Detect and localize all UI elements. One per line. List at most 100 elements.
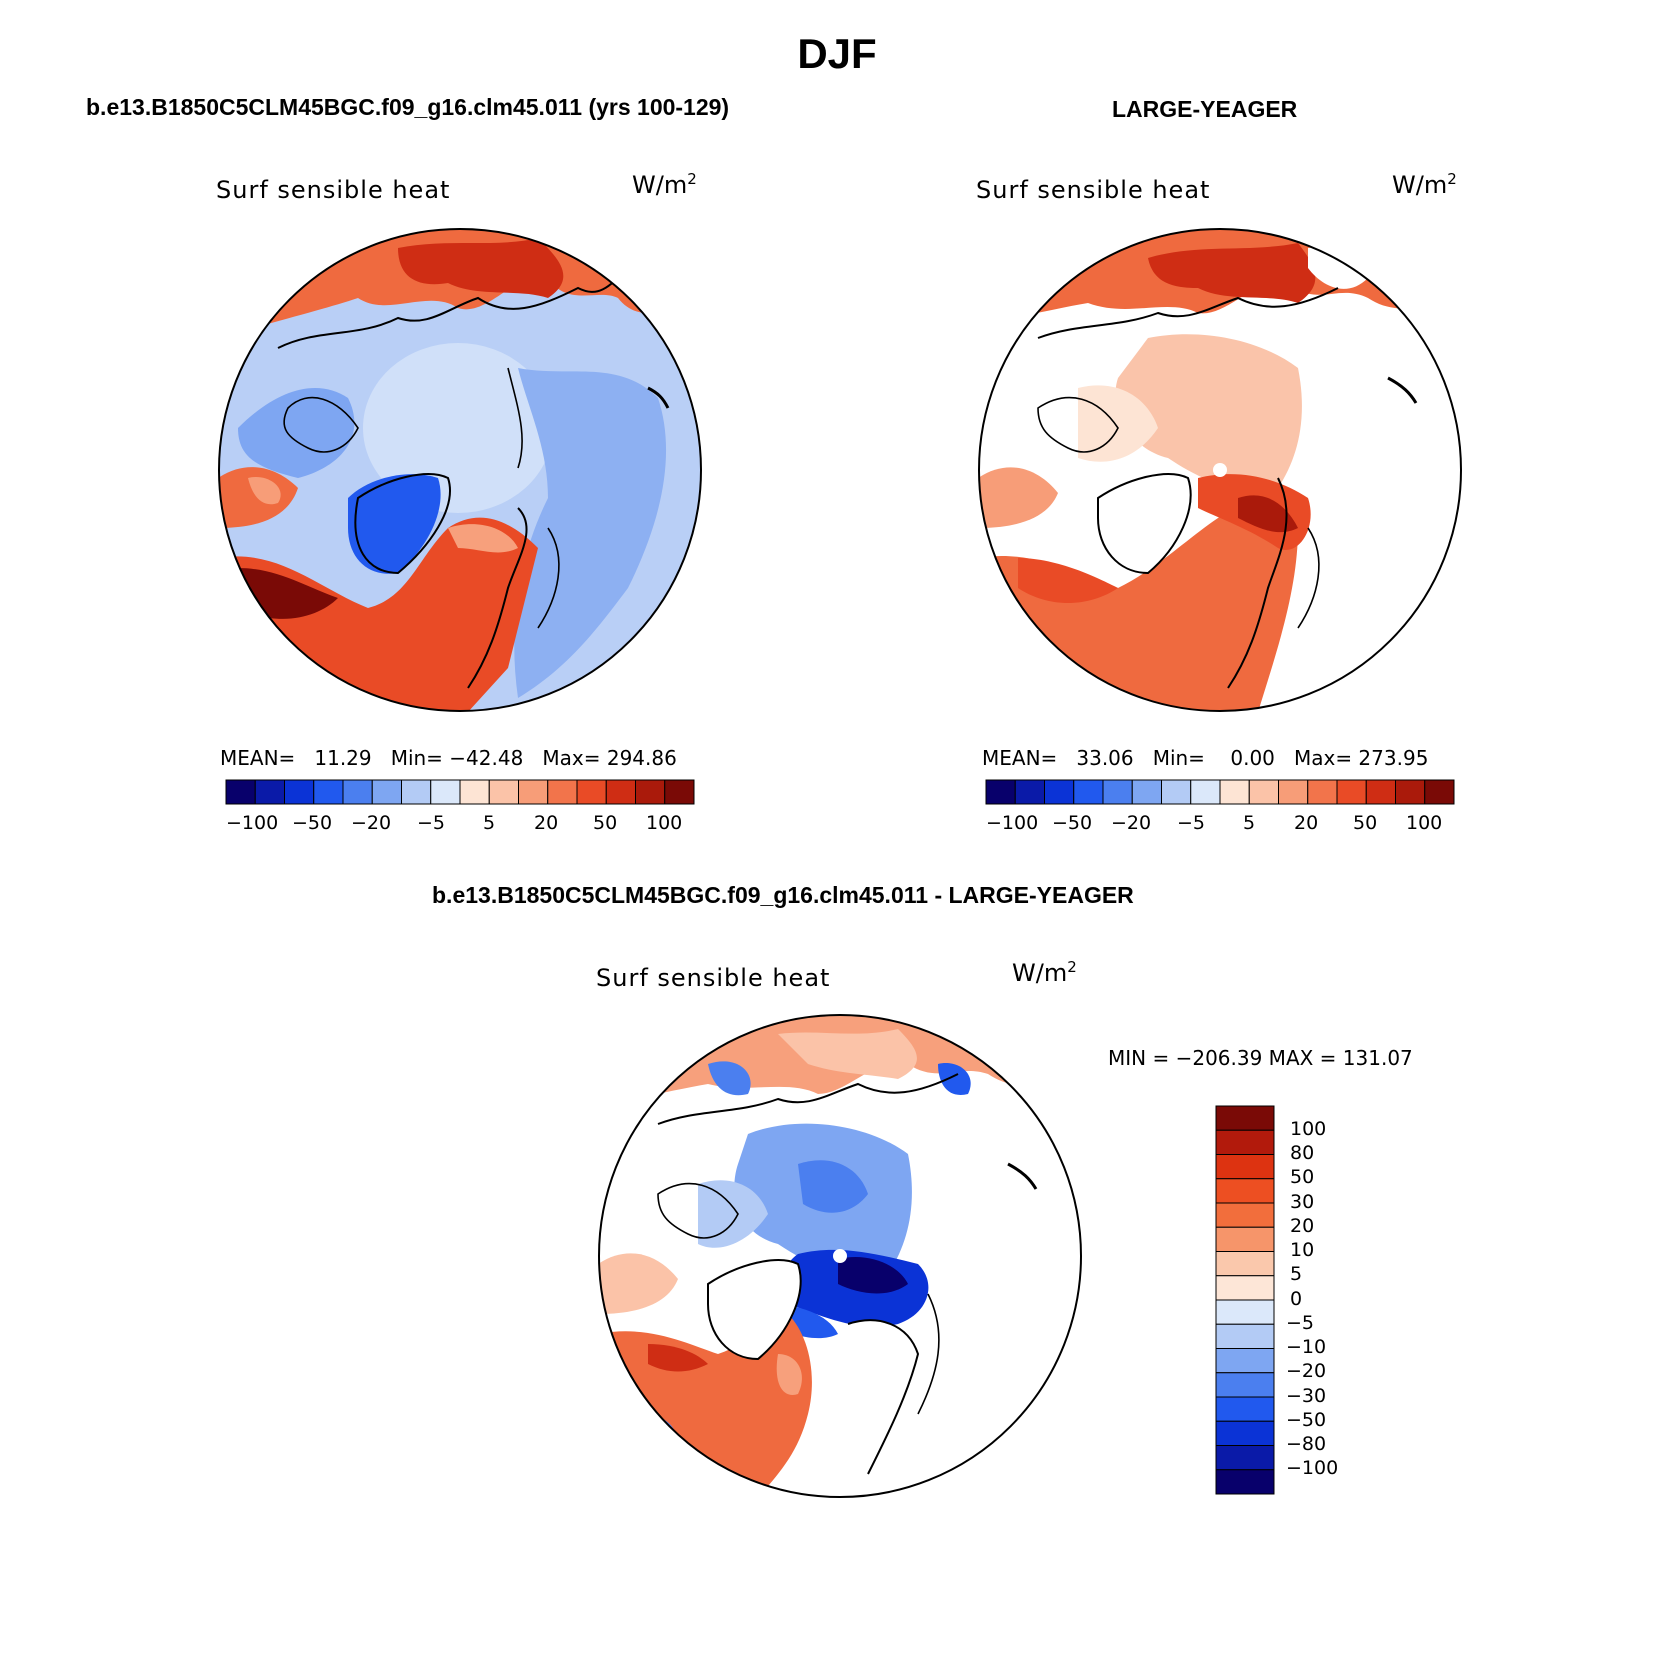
colorbar-swatch xyxy=(1215,1420,1275,1446)
panel-3-case-title: b.e13.B1850C5CLM45BGC.f09_g16.clm45.011 … xyxy=(432,882,1134,908)
colorbar-swatch xyxy=(635,779,666,805)
cb2-label: −20 xyxy=(1111,812,1152,834)
cb3-label: −10 xyxy=(1286,1336,1327,1358)
colorbar-swatch xyxy=(1215,1226,1275,1252)
colorbar-swatch xyxy=(1215,1469,1275,1495)
panel-3-polar-map xyxy=(598,1014,1082,1498)
panel-1-stats: MEAN= 11.29 Min= −42.48 Max= 294.86 xyxy=(220,746,677,770)
colorbar-swatch xyxy=(225,779,256,805)
panel-1-polar-map xyxy=(218,228,702,712)
cb3-label: 80 xyxy=(1290,1142,1315,1164)
panel-3-variable-label: Surf sensible heat xyxy=(596,964,831,992)
cb1-label: −20 xyxy=(351,812,392,834)
colorbar-swatch xyxy=(1215,1299,1275,1325)
colorbar-swatch xyxy=(371,779,402,805)
cb3-label: 5 xyxy=(1290,1263,1303,1285)
colorbar-swatch xyxy=(1044,779,1075,805)
panel-3-colorbar xyxy=(1215,1105,1275,1495)
colorbar-swatch xyxy=(1278,779,1309,805)
colorbar-swatch xyxy=(1215,1178,1275,1204)
cb3-label: −100 xyxy=(1286,1457,1339,1479)
panel-3-units: W/m2 xyxy=(1012,958,1077,987)
colorbar-swatch xyxy=(1215,1251,1275,1277)
colorbar-swatch xyxy=(1307,779,1338,805)
cb2-label: −50 xyxy=(1052,812,1093,834)
cb1-label: 5 xyxy=(483,812,496,834)
cb1-label: −50 xyxy=(292,812,333,834)
panel-2-colorbar-labels: −100 −50 −20 −5 5 20 50 100 xyxy=(986,812,1454,836)
colorbar-swatch xyxy=(1215,1105,1275,1131)
cb2-label: 5 xyxy=(1243,812,1256,834)
colorbar-swatch xyxy=(1215,1323,1275,1349)
colorbar-swatch xyxy=(1215,1275,1275,1301)
colorbar-swatch xyxy=(430,779,461,805)
cb3-label: −50 xyxy=(1286,1409,1327,1431)
cb1-label: 50 xyxy=(593,812,618,834)
cb3-label: −5 xyxy=(1286,1312,1315,1334)
colorbar-swatch xyxy=(518,779,549,805)
cb3-label: 50 xyxy=(1290,1166,1315,1188)
colorbar-swatch xyxy=(1365,779,1396,805)
colorbar-swatch xyxy=(605,779,636,805)
cb2-label: 50 xyxy=(1353,812,1378,834)
panel-2-case-title: LARGE-YEAGER xyxy=(1112,96,1298,122)
colorbar-swatch xyxy=(1131,779,1162,805)
colorbar-swatch xyxy=(284,779,315,805)
panel-1-case-title: b.e13.B1850C5CLM45BGC.f09_g16.clm45.011 … xyxy=(86,94,730,120)
cb1-label: −5 xyxy=(417,812,446,834)
colorbar-swatch xyxy=(1014,779,1045,805)
colorbar-swatch xyxy=(1215,1129,1275,1155)
figure-title: DJF xyxy=(797,30,877,77)
cb3-label: 0 xyxy=(1290,1288,1303,1310)
colorbar-swatch xyxy=(1424,779,1455,805)
cb3-label: −80 xyxy=(1286,1433,1327,1455)
cb2-label: −100 xyxy=(986,812,1039,834)
panel-2-stats: MEAN= 33.06 Min= 0.00 Max= 273.95 xyxy=(982,746,1429,770)
colorbar-swatch xyxy=(459,779,490,805)
colorbar-swatch xyxy=(1395,779,1426,805)
cb1-label: −100 xyxy=(226,812,279,834)
colorbar-swatch xyxy=(1219,779,1250,805)
cb2-label: −5 xyxy=(1177,812,1206,834)
colorbar-swatch xyxy=(664,779,695,805)
colorbar-swatch xyxy=(254,779,285,805)
panel-1-variable-label: Surf sensible heat xyxy=(216,176,451,204)
colorbar-swatch xyxy=(401,779,432,805)
cb3-label: 20 xyxy=(1290,1215,1315,1237)
panel-3-stats: MIN = −206.39 MAX = 131.07 xyxy=(1108,1046,1413,1070)
cb3-label: 10 xyxy=(1290,1239,1315,1261)
colorbar-swatch xyxy=(1215,1348,1275,1374)
cb1-label: 20 xyxy=(534,812,559,834)
panel-3-colorbar-labels: 100 80 50 30 20 10 5 0 −5 −10 −20 −30 −5… xyxy=(1286,1106,1366,1506)
colorbar-swatch xyxy=(547,779,578,805)
colorbar-swatch xyxy=(1215,1372,1275,1398)
panel-2-units: W/m2 xyxy=(1392,170,1457,199)
colorbar-swatch xyxy=(1161,779,1192,805)
panel-1-units: W/m2 xyxy=(632,170,697,199)
panel-1-colorbar xyxy=(225,779,695,805)
colorbar-swatch xyxy=(1215,1445,1275,1471)
cb2-label: 100 xyxy=(1406,812,1443,834)
panel-2-colorbar xyxy=(985,779,1455,805)
colorbar-swatch xyxy=(313,779,344,805)
panel-1-colorbar-labels: −100 −50 −20 −5 5 20 50 100 xyxy=(226,812,694,836)
colorbar-swatch xyxy=(1102,779,1133,805)
panel-2-polar-map xyxy=(978,228,1462,712)
colorbar-swatch xyxy=(1248,779,1279,805)
cb3-label: −20 xyxy=(1286,1360,1327,1382)
cb1-label: 100 xyxy=(646,812,683,834)
colorbar-swatch xyxy=(1073,779,1104,805)
colorbar-swatch xyxy=(985,779,1016,805)
colorbar-swatch xyxy=(1215,1202,1275,1228)
colorbar-swatch xyxy=(1336,779,1367,805)
cb2-label: 20 xyxy=(1294,812,1319,834)
colorbar-swatch xyxy=(488,779,519,805)
colorbar-swatch xyxy=(1190,779,1221,805)
colorbar-swatch xyxy=(576,779,607,805)
cb3-label: 100 xyxy=(1290,1118,1327,1140)
panel-2-variable-label: Surf sensible heat xyxy=(976,176,1211,204)
colorbar-swatch xyxy=(1215,1396,1275,1422)
cb3-label: 30 xyxy=(1290,1191,1315,1213)
colorbar-swatch xyxy=(1215,1154,1275,1180)
colorbar-swatch xyxy=(342,779,373,805)
